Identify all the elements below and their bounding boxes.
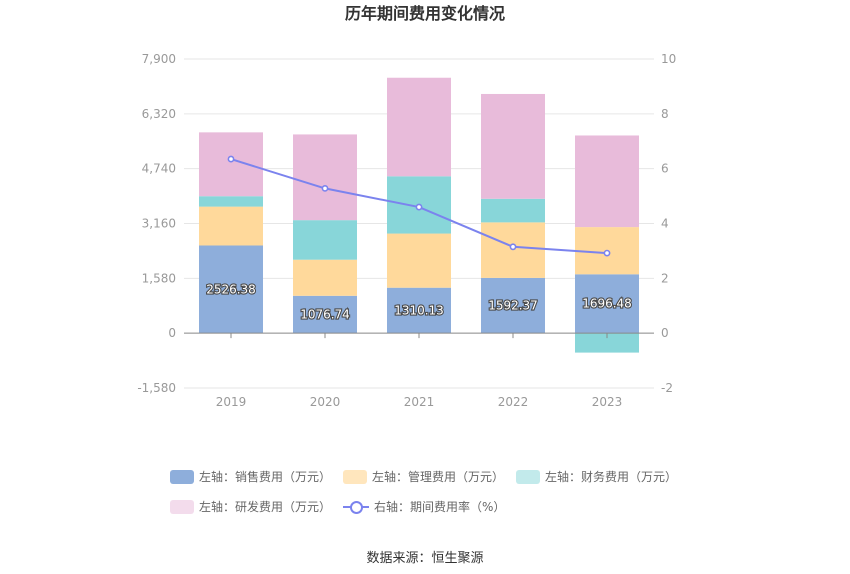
bar-sales-2022 [481, 277, 545, 334]
x-tick-label: 2019 [216, 395, 247, 409]
x-tick-label: 2023 [592, 395, 623, 409]
bar-sales-2023 [575, 274, 639, 334]
bar-rnd-2022 [481, 93, 545, 199]
bar-rnd-2020 [293, 134, 357, 221]
right-tick-label: 8 [661, 107, 669, 121]
x-tick-label: 2022 [498, 395, 529, 409]
right-tick-label: 2 [661, 271, 669, 285]
legend-swatch-finance [516, 469, 540, 484]
legend-item-sales[interactable]: 左轴：销售费用（万元） [170, 468, 331, 485]
legend-swatch-rnd [170, 499, 194, 514]
data-label-sales-2023: 1696.48 [582, 297, 632, 311]
chart-title: 历年期间费用变化情况 [345, 4, 505, 23]
bars [199, 77, 639, 353]
bar-rnd-2019 [199, 132, 263, 197]
right-tick-label: 4 [661, 217, 669, 231]
legend-swatch-rate [343, 500, 369, 514]
legend-label-rate: 右轴：期间费用率（%） [374, 500, 506, 514]
rate-line [227, 155, 611, 257]
x-tick-label: 2021 [404, 395, 435, 409]
data-label-sales-2021: 1310.13 [394, 303, 444, 317]
left-tick-label: 6,320 [142, 107, 176, 121]
bar-admin-2020 [293, 259, 357, 296]
legend-label-finance: 左轴：财务费用（万元） [545, 470, 678, 484]
rate-point-2022 [509, 243, 517, 251]
left-tick-label: 1,580 [142, 271, 176, 285]
bar-finance-2023 [575, 333, 639, 353]
data-label-sales-2020: 1076.74 [300, 307, 350, 321]
rate-point-2020 [321, 185, 329, 192]
bar-sales-2021 [387, 287, 451, 334]
legend-item-rnd[interactable]: 左轴：研发费用（万元） [170, 498, 331, 515]
left-tick-label: 4,740 [142, 162, 176, 176]
legend-item-admin[interactable]: 左轴：管理费用（万元） [343, 468, 504, 485]
legend-swatch-admin [343, 469, 367, 484]
legend-label-sales: 左轴：销售费用（万元） [199, 470, 332, 484]
source-note: 数据来源：恒生聚源 [366, 551, 484, 566]
bar-sales-2020 [293, 295, 357, 334]
right-tick-label: 0 [661, 326, 669, 340]
right-tick-label: -2 [661, 381, 673, 395]
legend-swatch-sales [170, 469, 194, 484]
right-tick-label: 6 [661, 162, 669, 176]
left-tick-label: 7,900 [142, 52, 176, 66]
rate-point-2019 [227, 155, 235, 163]
bar-rnd-2023 [575, 135, 639, 228]
bar-admin-2019 [199, 206, 263, 246]
legend-label-admin: 左轴：管理费用（万元） [372, 470, 505, 484]
bar-sales-2019 [199, 245, 263, 334]
left-tick-label: 3,160 [142, 217, 176, 231]
rate-point-2023 [603, 249, 611, 257]
data-label-sales-2022: 1592.37 [488, 299, 538, 313]
bar-admin-2021 [387, 233, 451, 288]
left-tick-label: -1,580 [137, 381, 176, 395]
legend-item-finance[interactable]: 左轴：财务费用（万元） [516, 468, 677, 485]
legend-item-rate[interactable]: 右轴：期间费用率（%） [343, 498, 505, 515]
bar-finance-2020 [293, 220, 357, 260]
rate-point-2021 [415, 203, 423, 211]
x-tick-label: 2020 [310, 395, 341, 409]
data-label-sales-2019: 2526.38 [206, 282, 256, 296]
left-tick-label: 0 [168, 326, 176, 340]
legend-label-rnd: 左轴：研发费用（万元） [199, 500, 332, 514]
bar-rnd-2021 [387, 77, 451, 177]
bar-finance-2022 [481, 198, 545, 223]
axes: -1,580 0 1,580 3,160 4,740 6,320 7,900 -2 0 2 4 6 8 1… [137, 52, 676, 409]
data-labels: 2526.38 1076.74 1310.13 1592.37 1696.48 [205, 281, 633, 322]
bar-finance-2019 [199, 196, 263, 207]
right-tick-label: 10 [661, 52, 676, 66]
